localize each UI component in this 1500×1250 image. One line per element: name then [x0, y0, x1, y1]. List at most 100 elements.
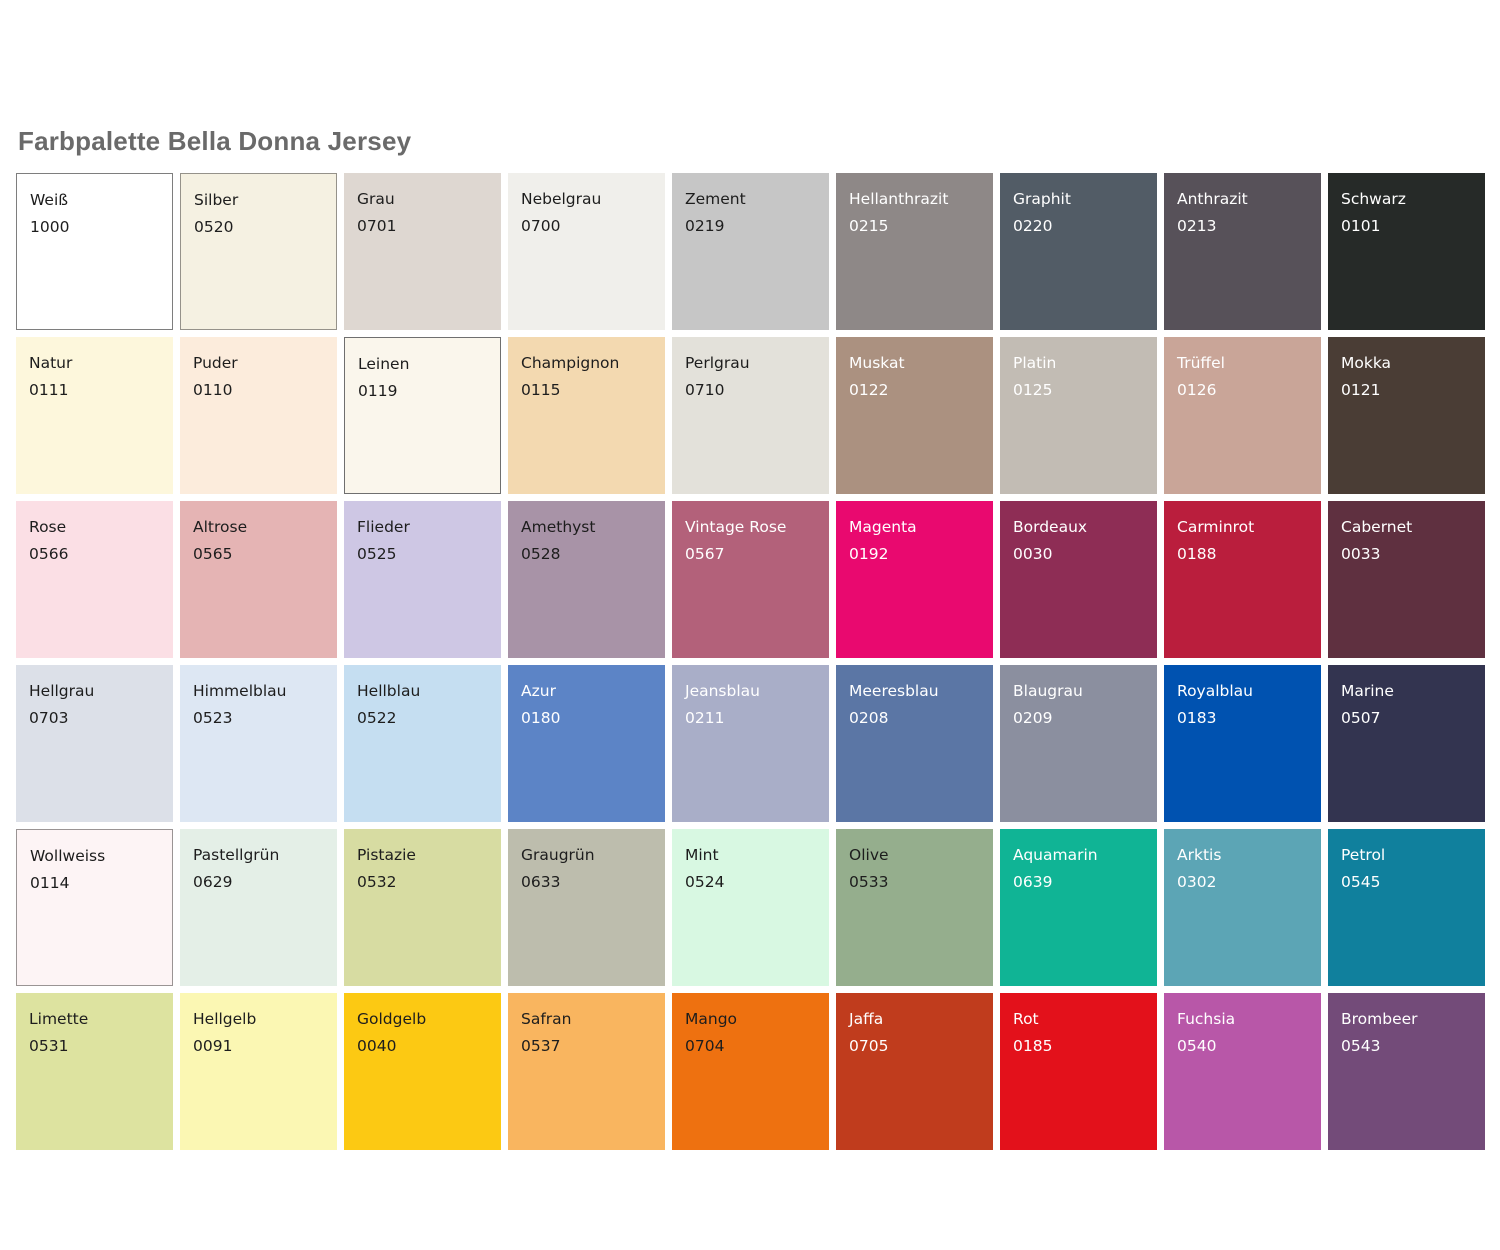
color-swatch: Rot 0185	[1000, 993, 1157, 1150]
swatch-code: 0566	[29, 545, 69, 563]
color-palette-grid: Weiß 1000 Silber 0520 Grau 0701 Nebelgrau 0700 Z…	[16, 173, 1485, 1150]
swatch-code: 0704	[685, 1037, 725, 1055]
swatch-name: Hellblau	[357, 682, 421, 700]
swatch-name: Safran	[521, 1010, 572, 1028]
swatch-code: 0040	[357, 1037, 397, 1055]
color-swatch: Brombeer 0543	[1328, 993, 1485, 1150]
swatch-code: 0220	[1013, 217, 1053, 235]
swatch-name: Mint	[685, 846, 719, 864]
swatch-name: Hellgrau	[29, 682, 95, 700]
swatch-name: Marine	[1341, 682, 1394, 700]
swatch-name: Petrol	[1341, 846, 1386, 864]
swatch-code: 0115	[521, 381, 561, 399]
swatch-code: 0110	[193, 381, 233, 399]
swatch-name: Mokka	[1341, 354, 1392, 372]
color-swatch: Mokka 0121	[1328, 337, 1485, 494]
color-swatch: Marine 0507	[1328, 665, 1485, 822]
swatch-code: 0710	[685, 381, 725, 399]
color-swatch: Graphit 0220	[1000, 173, 1157, 330]
color-swatch: Muskat 0122	[836, 337, 993, 494]
swatch-code: 0185	[1013, 1037, 1053, 1055]
color-swatch: Weiß 1000	[16, 173, 173, 330]
swatch-name: Amethyst	[521, 518, 596, 536]
swatch-name: Arktis	[1177, 846, 1222, 864]
swatch-name: Grau	[357, 190, 395, 208]
swatch-name: Royalblau	[1177, 682, 1254, 700]
color-swatch: Anthrazit 0213	[1164, 173, 1321, 330]
swatch-code: 0523	[193, 709, 233, 727]
swatch-name: Pastellgrün	[193, 846, 280, 864]
swatch-name: Rose	[29, 518, 67, 536]
swatch-name: Anthrazit	[1177, 190, 1248, 208]
swatch-name: Brombeer	[1341, 1010, 1418, 1028]
swatch-code: 0540	[1177, 1037, 1217, 1055]
swatch-name: Jeansblau	[685, 682, 760, 700]
swatch-code: 0302	[1177, 873, 1217, 891]
color-swatch: Cabernet 0033	[1328, 501, 1485, 658]
color-swatch: Royalblau 0183	[1164, 665, 1321, 822]
swatch-code: 0114	[30, 874, 70, 892]
swatch-code: 0192	[849, 545, 889, 563]
swatch-code: 0629	[193, 873, 233, 891]
swatch-code: 0111	[29, 381, 69, 399]
color-swatch: Jaffa 0705	[836, 993, 993, 1150]
swatch-code: 0208	[849, 709, 889, 727]
color-swatch: Natur 0111	[16, 337, 173, 494]
color-swatch: Nebelgrau 0700	[508, 173, 665, 330]
color-swatch: Himmelblau 0523	[180, 665, 337, 822]
swatch-code: 0122	[849, 381, 889, 399]
swatch-name: Hellanthrazit	[849, 190, 949, 208]
swatch-name: Wollweiss	[30, 847, 106, 865]
swatch-name: Himmelblau	[193, 682, 287, 700]
color-swatch: Zement 0219	[672, 173, 829, 330]
swatch-code: 0101	[1341, 217, 1381, 235]
color-swatch: Puder 0110	[180, 337, 337, 494]
swatch-name: Blaugrau	[1013, 682, 1083, 700]
swatch-code: 0703	[29, 709, 69, 727]
swatch-code: 0524	[685, 873, 725, 891]
color-swatch: Hellgrau 0703	[16, 665, 173, 822]
swatch-name: Nebelgrau	[521, 190, 602, 208]
swatch-name: Graugrün	[521, 846, 595, 864]
color-swatch: Trüffel 0126	[1164, 337, 1321, 494]
swatch-code: 0180	[521, 709, 561, 727]
swatch-name: Weiß	[30, 191, 69, 209]
color-swatch: Fuchsia 0540	[1164, 993, 1321, 1150]
swatch-name: Natur	[29, 354, 73, 372]
color-swatch: Altrose 0565	[180, 501, 337, 658]
swatch-code: 0525	[357, 545, 397, 563]
swatch-code: 0633	[521, 873, 561, 891]
swatch-code: 0211	[685, 709, 725, 727]
swatch-name: Zement	[685, 190, 746, 208]
swatch-code: 0125	[1013, 381, 1053, 399]
swatch-name: Jaffa	[849, 1010, 884, 1028]
color-swatch: Bordeaux 0030	[1000, 501, 1157, 658]
color-swatch: Azur 0180	[508, 665, 665, 822]
swatch-name: Flieder	[357, 518, 410, 536]
color-swatch: Pistazie 0532	[344, 829, 501, 986]
swatch-name: Carminrot	[1177, 518, 1255, 536]
swatch-code: 0219	[685, 217, 725, 235]
color-swatch: Carminrot 0188	[1164, 501, 1321, 658]
swatch-name: Mango	[685, 1010, 738, 1028]
swatch-name: Azur	[521, 682, 556, 700]
color-swatch: Perlgrau 0710	[672, 337, 829, 494]
swatch-name: Trüffel	[1177, 354, 1225, 372]
swatch-name: Muskat	[849, 354, 905, 372]
swatch-code: 0033	[1341, 545, 1381, 563]
color-swatch: Graugrün 0633	[508, 829, 665, 986]
swatch-code: 0183	[1177, 709, 1217, 727]
swatch-name: Limette	[29, 1010, 89, 1028]
swatch-name: Fuchsia	[1177, 1010, 1236, 1028]
swatch-code: 0507	[1341, 709, 1381, 727]
swatch-name: Vintage Rose	[685, 518, 787, 536]
swatch-name: Olive	[849, 846, 889, 864]
color-swatch: Petrol 0545	[1328, 829, 1485, 986]
swatch-name: Silber	[194, 191, 239, 209]
swatch-code: 0209	[1013, 709, 1053, 727]
swatch-code: 0522	[357, 709, 397, 727]
color-swatch: Magenta 0192	[836, 501, 993, 658]
swatch-name: Rot	[1013, 1010, 1039, 1028]
swatch-name: Platin	[1013, 354, 1057, 372]
color-swatch: Leinen 0119	[344, 337, 501, 494]
